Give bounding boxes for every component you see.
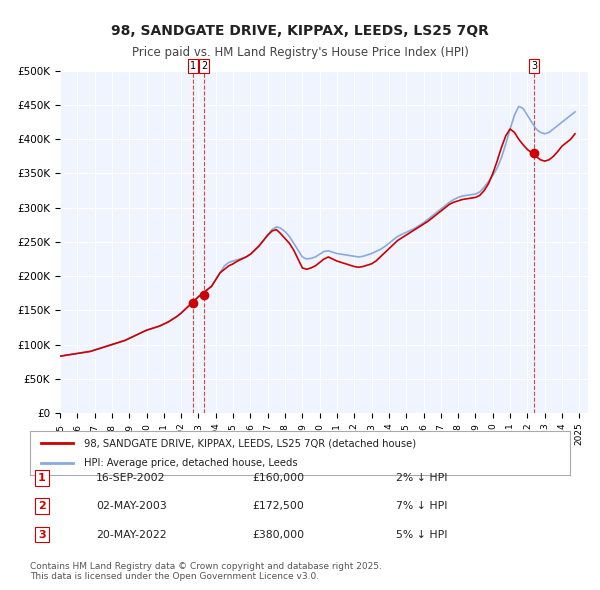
Text: 2% ↓ HPI: 2% ↓ HPI <box>396 473 448 483</box>
Text: 98, SANDGATE DRIVE, KIPPAX, LEEDS, LS25 7QR: 98, SANDGATE DRIVE, KIPPAX, LEEDS, LS25 … <box>111 24 489 38</box>
Text: 7% ↓ HPI: 7% ↓ HPI <box>396 502 448 511</box>
Text: HPI: Average price, detached house, Leeds: HPI: Average price, detached house, Leed… <box>84 458 298 467</box>
Text: 5% ↓ HPI: 5% ↓ HPI <box>396 530 448 539</box>
Text: 1: 1 <box>38 473 46 483</box>
Text: 3: 3 <box>531 61 537 71</box>
Text: 2: 2 <box>201 61 208 71</box>
Text: 2: 2 <box>38 502 46 511</box>
Text: 3: 3 <box>38 530 46 539</box>
Text: £172,500: £172,500 <box>252 502 304 511</box>
Text: 20-MAY-2022: 20-MAY-2022 <box>96 530 167 539</box>
Text: 02-MAY-2003: 02-MAY-2003 <box>96 502 167 511</box>
Text: 16-SEP-2002: 16-SEP-2002 <box>96 473 166 483</box>
Text: £160,000: £160,000 <box>252 473 304 483</box>
Text: 98, SANDGATE DRIVE, KIPPAX, LEEDS, LS25 7QR (detached house): 98, SANDGATE DRIVE, KIPPAX, LEEDS, LS25 … <box>84 438 416 448</box>
Text: Price paid vs. HM Land Registry's House Price Index (HPI): Price paid vs. HM Land Registry's House … <box>131 46 469 59</box>
Text: Contains HM Land Registry data © Crown copyright and database right 2025.
This d: Contains HM Land Registry data © Crown c… <box>30 562 382 581</box>
Text: 1: 1 <box>190 61 197 71</box>
Text: £380,000: £380,000 <box>252 530 304 539</box>
